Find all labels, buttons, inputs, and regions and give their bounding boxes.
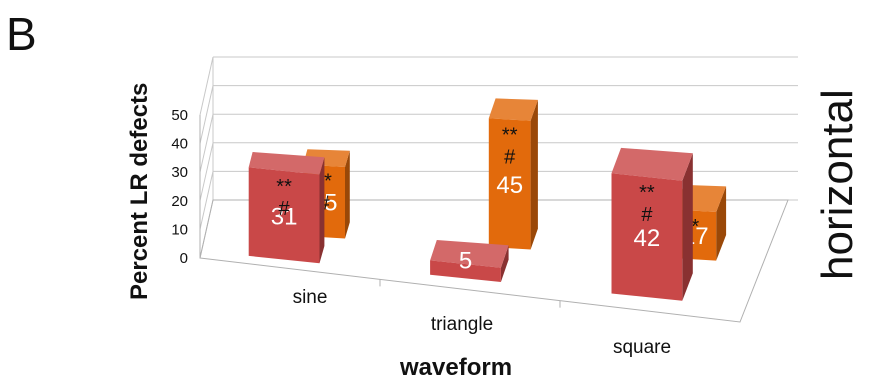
bar-top xyxy=(248,152,325,175)
bar-front xyxy=(488,118,531,250)
bar: 42 **# xyxy=(611,147,693,301)
chart-bars: 25**#45**#17*31**#542**# xyxy=(248,98,727,301)
y-tick-label: 10 xyxy=(171,221,188,238)
wall-line xyxy=(199,142,214,201)
data-label: 45 xyxy=(496,172,523,199)
bar-side xyxy=(530,99,538,250)
x-tick-label: sine xyxy=(293,287,328,308)
x-axis-title: waveform xyxy=(399,354,512,381)
data-label: 42 xyxy=(634,225,661,252)
bar-front xyxy=(430,260,501,282)
bar-side xyxy=(682,153,693,301)
y-tick-label: 40 xyxy=(171,136,188,153)
y-tick-label: 20 xyxy=(171,193,188,210)
wall-line xyxy=(199,56,214,116)
y-axis-title: Percent LR defects xyxy=(126,83,153,300)
x-tick-label: square xyxy=(613,337,671,358)
bar-side xyxy=(319,157,325,264)
bar-top xyxy=(488,98,538,121)
bar-top xyxy=(611,147,693,181)
bar-front xyxy=(248,167,320,264)
significance-marker: ** xyxy=(639,182,655,204)
significance-marker: ** xyxy=(502,125,518,147)
significance-marker: # xyxy=(279,198,291,220)
wall-line xyxy=(199,114,214,173)
significance-marker: * xyxy=(691,216,699,238)
bar: 45 **# xyxy=(488,98,538,250)
chart-walls: 0 10 20 30 40 50 sine triangle square xyxy=(171,56,798,358)
significance-marker: # xyxy=(504,147,516,169)
data-label: 5 xyxy=(459,247,472,274)
x-tick-label: triangle xyxy=(431,314,493,335)
significance-marker: # xyxy=(641,204,653,226)
bar-top xyxy=(430,240,509,268)
y-tick-label: 30 xyxy=(171,164,188,181)
y-tick-label: 0 xyxy=(180,250,188,267)
bar: 5 xyxy=(430,240,509,282)
bar-front xyxy=(611,173,683,301)
wall-line xyxy=(199,171,214,230)
y-tick-label: 50 xyxy=(171,107,188,124)
side-label: horizontal xyxy=(813,89,862,280)
panel-label: B xyxy=(6,8,37,60)
data-label: 31 xyxy=(271,203,298,230)
bar-side xyxy=(716,186,727,261)
bar-side xyxy=(500,245,509,282)
bar: 31 **# xyxy=(248,152,325,264)
bar-side xyxy=(345,150,350,239)
wall-line xyxy=(199,85,214,144)
significance-marker: ** xyxy=(276,176,292,198)
